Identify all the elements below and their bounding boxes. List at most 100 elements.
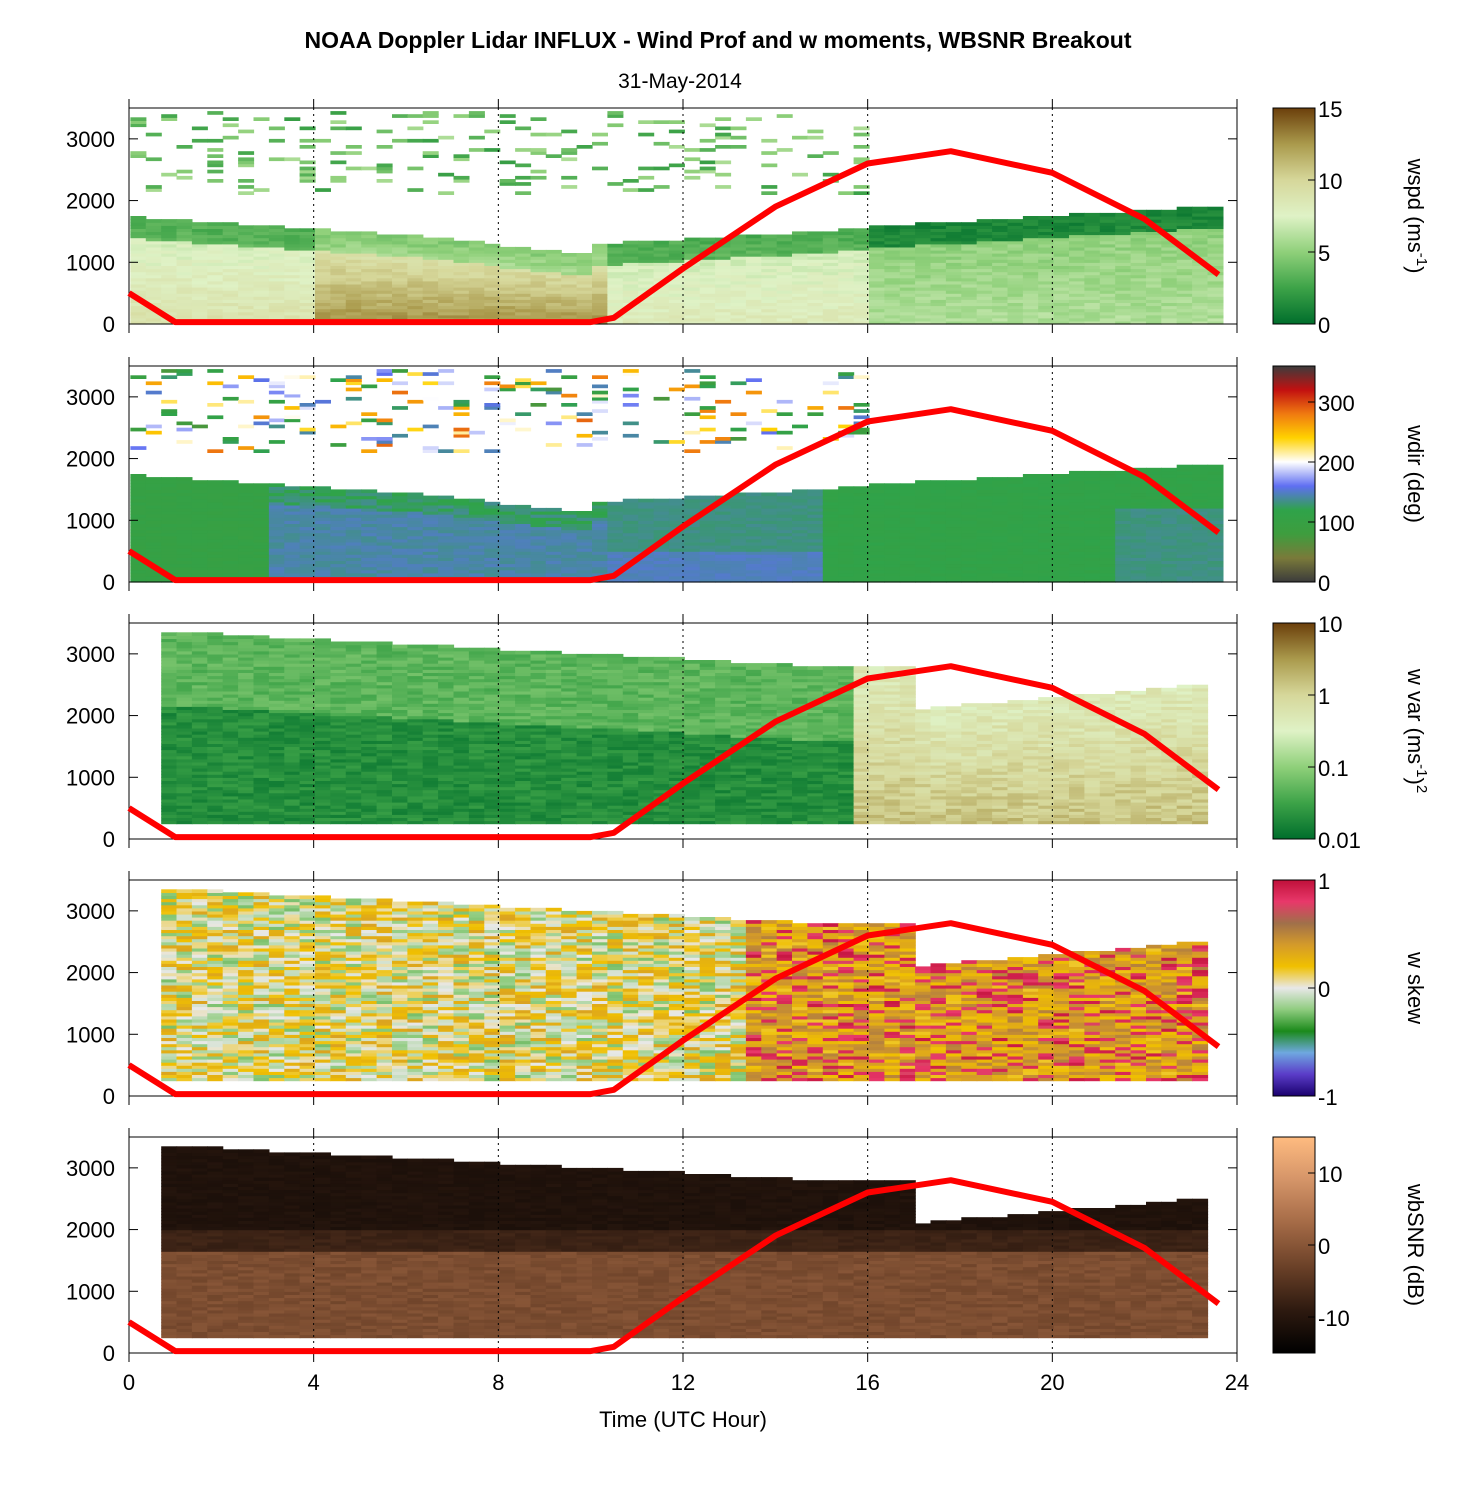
wspd-cell [253, 296, 270, 300]
wspd-cell [961, 256, 978, 260]
wspd-cell [468, 305, 485, 310]
wspd-cell [976, 228, 993, 232]
wdir-cell [222, 489, 239, 494]
wdir-cell [145, 560, 162, 565]
wspd-cell [191, 287, 208, 291]
wspd-cell [191, 277, 208, 282]
wdir-cell [268, 381, 285, 386]
wspd-cell [869, 249, 885, 254]
wdir-cell [176, 483, 193, 487]
wdir-cell [284, 501, 301, 506]
wdir-cell [268, 529, 285, 534]
wdir-cell [130, 526, 147, 531]
wspd-cell [515, 296, 532, 300]
wspd-cell [822, 265, 839, 270]
wdir-cell [238, 545, 255, 549]
wspd-cell [992, 283, 1009, 288]
wdir-cell [1176, 464, 1193, 469]
wspd-cell [191, 225, 208, 229]
wspd-cell [1192, 287, 1209, 291]
wspd-cell [838, 228, 855, 232]
wspd-cell [330, 274, 347, 279]
wspd-cell [1146, 243, 1162, 248]
wspd-cell [207, 234, 224, 239]
wdir-cell [207, 449, 224, 453]
wspd-cell [653, 253, 670, 257]
wspd-cell [1007, 240, 1024, 245]
wspd-cell [684, 274, 701, 279]
wspd-cell [838, 246, 855, 251]
wspd-cell [1207, 209, 1224, 214]
wspd-cell [745, 290, 762, 294]
wspd-cell [453, 259, 470, 263]
wspd-cell [838, 265, 855, 270]
wspd-cell [376, 287, 393, 291]
wspd-cell [345, 246, 362, 251]
wspd-cell [1084, 219, 1101, 223]
wspd-cell [638, 259, 655, 263]
wspd-cell [176, 280, 193, 285]
wspd-cell [638, 120, 655, 124]
wspd-cell [1176, 305, 1193, 310]
wdir-cell [222, 495, 239, 500]
wspd-cell [930, 240, 947, 245]
wspd-cell [915, 277, 932, 282]
wspd-cell [792, 135, 808, 140]
wspd-cell [1099, 283, 1116, 288]
wspd-cell [268, 311, 285, 316]
wspd-cell [345, 296, 362, 300]
wspd-cell [484, 262, 501, 266]
wspd-cell [145, 219, 162, 223]
wspd-cell [299, 314, 316, 319]
wdir-cell [499, 418, 516, 423]
wspd-cell [776, 314, 793, 319]
wspd-cell [145, 271, 162, 276]
wspd-cell [792, 320, 808, 325]
wspd-cell [976, 287, 993, 291]
wspd-cell [792, 256, 808, 260]
wdir-cell [176, 538, 193, 543]
wspd-cell [776, 240, 793, 245]
wspd-cell [622, 283, 639, 288]
wspd-cell [838, 305, 855, 310]
wspd-cell [407, 299, 424, 303]
wspd-cell [407, 114, 424, 118]
wdir-cell [161, 520, 178, 524]
wdir-cell [592, 430, 608, 435]
wspd-cell [130, 120, 147, 124]
wspd-cell [730, 296, 747, 300]
wspd-cell [915, 271, 932, 276]
wspd-cell [515, 265, 532, 270]
wspd-cell [976, 271, 993, 276]
wspd-cell [992, 246, 1009, 251]
wspd-cell [684, 277, 701, 282]
wspd-cell [238, 290, 255, 294]
wspd-cell [530, 151, 547, 155]
wspd-cell [222, 259, 239, 263]
wdir-cell [145, 569, 162, 574]
wspd-cell [207, 308, 224, 313]
wspd-cell [822, 268, 839, 273]
wspd-cell [745, 299, 762, 303]
wspd-cell [822, 305, 839, 310]
wspd-cell [1038, 302, 1055, 307]
wdir-cell [130, 532, 147, 537]
wspd-cell [899, 265, 916, 270]
wspd-cell [653, 271, 670, 276]
wspd-cell [915, 280, 932, 285]
wspd-cell [268, 293, 285, 297]
wdir-cell [561, 393, 578, 398]
wspd-heatmap [130, 111, 1224, 325]
wspd-cell [1161, 243, 1178, 248]
wdir-cell [253, 514, 270, 518]
wspd-cell [838, 296, 855, 300]
wspd-cell [853, 191, 870, 195]
wspd-cell [191, 311, 208, 316]
wspd-cell [884, 302, 901, 307]
wdir-cell [361, 412, 378, 416]
wspd-cell [207, 256, 224, 260]
wspd-cell [961, 253, 978, 257]
wspd-cell [515, 293, 532, 297]
wspd-cell [1115, 305, 1132, 310]
wdir-cell [407, 427, 424, 432]
